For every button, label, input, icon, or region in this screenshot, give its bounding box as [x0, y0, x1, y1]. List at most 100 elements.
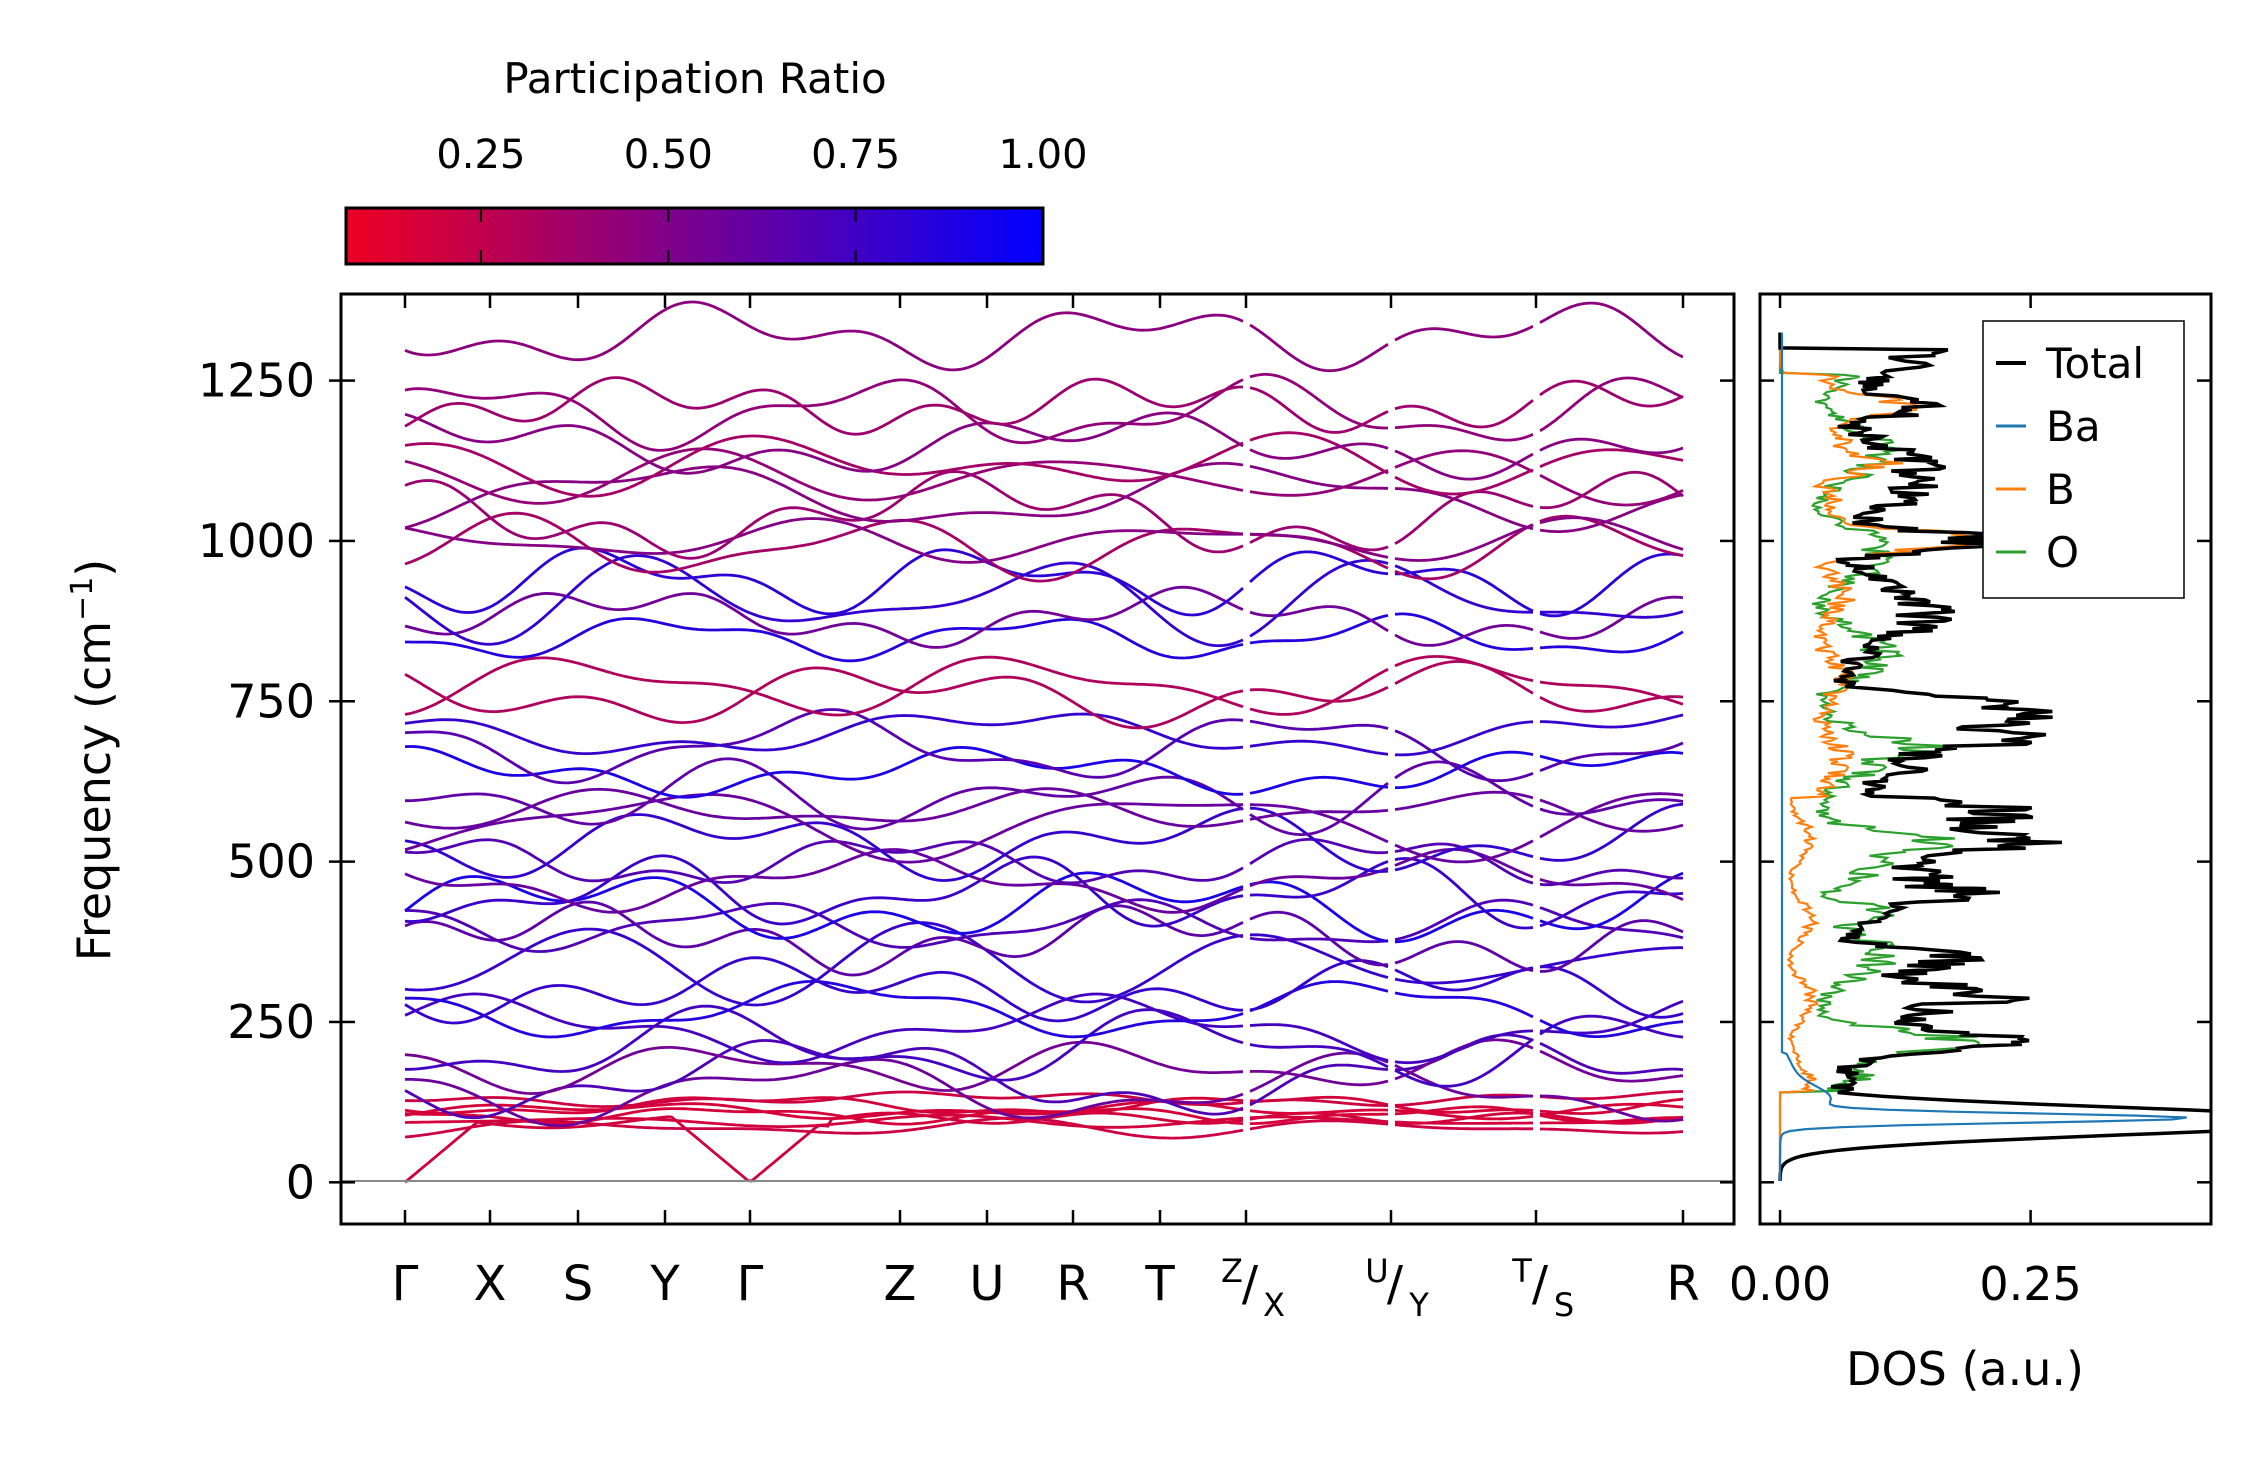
phonon-band [1539, 1019, 1683, 1038]
y-label-superscript: −1 [65, 577, 100, 621]
phonon-band [404, 1113, 1244, 1129]
phonon-band [404, 1040, 1244, 1095]
y-tick-label: 750 [227, 674, 315, 728]
legend-label: B [2046, 465, 2075, 514]
phonon-band [1540, 919, 1684, 973]
phonon-band [1539, 552, 1684, 618]
kpoint-label-bottom: Y [1408, 1286, 1429, 1324]
phonon-band [405, 617, 1244, 663]
kpoint-label-bottom: X [1263, 1286, 1285, 1324]
kpoint-label: Y [649, 1256, 680, 1312]
colorbar-title: Participation Ratio [503, 54, 886, 103]
phonon-band [404, 447, 1244, 505]
colorbar: Participation Ratio 0.25 0.50 0.75 1.00 [344, 54, 1088, 266]
phonon-band [1394, 1038, 1534, 1088]
phonon-band [1395, 567, 1534, 613]
kpoint-slash: / [1532, 1256, 1549, 1312]
dos-curve-total [1778, 332, 2211, 1181]
phonon-band [1394, 1064, 1533, 1099]
colorbar-tick-label: 0.50 [624, 132, 713, 178]
phonon-band [1250, 933, 1389, 979]
phonon-band [1394, 898, 1534, 941]
phonon-band [1394, 1029, 1533, 1065]
phonon-band [1394, 564, 1533, 614]
phonon-band [1249, 614, 1389, 645]
phonon-band [1249, 373, 1388, 430]
kpoint-label: U [969, 1256, 1004, 1312]
phonon-band [1395, 1120, 1533, 1125]
legend-label: Ba [2046, 402, 2101, 451]
phonon-band [1539, 1042, 1684, 1075]
y-label-main: Frequency (cm [67, 621, 121, 961]
phonon-band [1539, 376, 1684, 432]
legend-label: O [2046, 528, 2079, 577]
kpoint-label-top: T [1511, 1252, 1532, 1290]
phonon-band [404, 517, 1243, 564]
phonon-band [1394, 940, 1534, 972]
phonon-band [1394, 523, 1534, 562]
y-tick-label: 250 [227, 995, 315, 1049]
phonon-band [404, 554, 1244, 648]
phonon-band [1249, 775, 1389, 795]
phonon-band [1250, 803, 1389, 844]
phonon-band [1395, 1123, 1533, 1131]
phonon-band [1539, 798, 1684, 816]
phonon-band [1394, 966, 1534, 992]
phonon-band [1539, 470, 1684, 510]
phonon-band [1250, 860, 1389, 899]
phonon-band [1249, 880, 1389, 943]
dos-x-tick-label: 0.25 [1979, 1257, 2081, 1311]
kpoint-label: R [1056, 1256, 1089, 1312]
phonon-band [1394, 857, 1534, 930]
phonon-band [405, 898, 1244, 953]
phonon-band [1539, 514, 1684, 557]
phonon-band [1394, 729, 1534, 783]
phonon-band [1540, 1094, 1684, 1123]
phonon-band [1249, 605, 1389, 633]
phonon-band [1249, 719, 1389, 731]
phonon-band [1250, 806, 1389, 873]
phonon-band [1250, 1115, 1388, 1124]
phonon-band [1539, 516, 1684, 551]
phonon-band [405, 1004, 1244, 1082]
phonon-band [1249, 685, 1389, 703]
phonon-band [1540, 1127, 1683, 1135]
legend-label: Total [2045, 339, 2144, 388]
kpoint-label: S [563, 1256, 593, 1312]
phonon-band [404, 712, 1244, 755]
band-y-axis: 0 250 500 750 1000 1250 [198, 354, 1734, 1209]
kpoint-label-top: U [1365, 1252, 1388, 1290]
phonon-band [1394, 848, 1534, 879]
band-y-label: Frequency (cm−1) [65, 559, 121, 962]
phonon-band [1249, 468, 1389, 497]
kpoint-label: Γ [737, 1256, 764, 1312]
phonon-band [1250, 1023, 1389, 1062]
phonon-band [1539, 946, 1683, 969]
phonon-band [1394, 399, 1534, 429]
phonon-band [1539, 798, 1684, 833]
phonon-band [1394, 660, 1534, 695]
phonon-band [1539, 595, 1684, 640]
dos-panel: 0.00 0.25 DOS (a.u.) Total Ba BO [1729, 292, 2213, 1396]
phonon-band [404, 956, 1243, 1025]
dos-x-label: DOS (a.u.) [1846, 1342, 2084, 1396]
phonon-band [1394, 324, 1534, 342]
phonon-band [1394, 760, 1534, 808]
dos-axis: 0.00 0.25 [1729, 294, 2211, 1311]
phonon-band [1540, 1097, 1683, 1115]
phonon-band [1539, 890, 1684, 928]
kpoint-label: X [474, 1256, 507, 1312]
colorbar-gradient [344, 206, 1045, 266]
dos-curve-ba [1778, 332, 2187, 1181]
phonon-band [404, 411, 1244, 475]
phonon-band [1394, 655, 1534, 683]
phonon-band [404, 793, 1243, 864]
phonon-band [1249, 1108, 1388, 1115]
phonon-band [1249, 936, 1389, 944]
phonon-band [404, 848, 1244, 914]
phonon-band [1539, 695, 1684, 713]
phonon-band [1394, 449, 1534, 473]
phonon-band [1539, 1114, 1683, 1124]
phonon-band [404, 871, 1244, 940]
